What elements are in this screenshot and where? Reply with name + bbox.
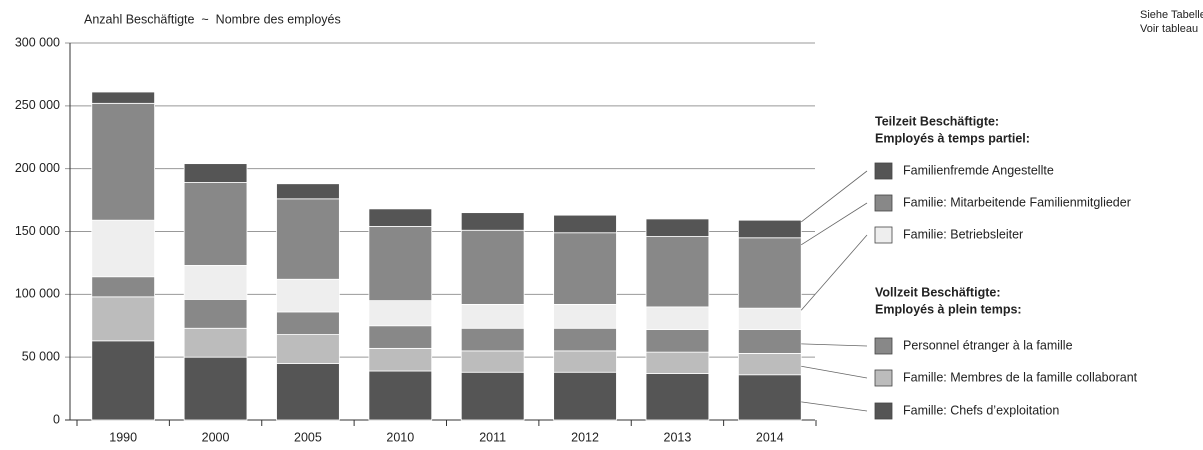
bar-segment (276, 311, 340, 335)
y-tick-label: 100 000 (15, 287, 60, 301)
y-tick-label: 50 000 (22, 349, 60, 363)
bar-segment (645, 236, 710, 308)
bar-segment (368, 325, 433, 349)
bar-segment (738, 219, 802, 239)
y-tick-label: 0 (53, 412, 60, 426)
legend-label: Familie: Mitarbeitende Familienmitgliede… (903, 195, 1131, 209)
leader-line (801, 365, 868, 379)
bar-segment (368, 300, 433, 327)
bar-segment (738, 329, 802, 354)
bar-segment (460, 327, 525, 352)
legend-label: Famille: Membres de la famille collabora… (903, 370, 1138, 384)
bar-segment (276, 334, 340, 364)
bar-segment (738, 374, 802, 421)
legend-swatch (874, 226, 893, 244)
bar-segment (645, 329, 710, 353)
legend-heading: Vollzeit Beschäftigte: (875, 285, 1000, 299)
leader-line (800, 170, 868, 223)
bar-segment (738, 352, 802, 376)
bar-segment (368, 208, 433, 227)
bar-segment (645, 306, 710, 330)
bar-segment (183, 163, 248, 183)
bar-segment (460, 303, 525, 329)
bar-segment (460, 350, 525, 373)
bar-segment (91, 219, 155, 278)
bar-segment (738, 307, 802, 330)
bar-segment (645, 373, 710, 421)
x-tick-label: 2013 (664, 430, 692, 444)
leader-line (801, 343, 868, 347)
bar-segment (183, 265, 248, 300)
bar-segment (91, 102, 155, 221)
legend-label: Familienfremde Angestellte (903, 163, 1054, 177)
note: Voir tableau (1140, 23, 1198, 35)
y-tick-label: 200 000 (15, 161, 60, 175)
y-axis-label: Anzahl Beschäftigte ~ Nombre des employé… (84, 12, 341, 26)
legend-label: Famille: Chefs d’exploitation (903, 403, 1059, 417)
x-tick-label: 2014 (756, 430, 784, 444)
bar-segment (91, 276, 155, 298)
bar-segment (645, 218, 710, 237)
bar-segment (553, 214, 617, 234)
x-tick-label: 2010 (386, 430, 414, 444)
bar-segment (91, 91, 155, 104)
bar-segment (460, 229, 525, 305)
bar-segment (276, 278, 340, 313)
bar-segment (645, 351, 710, 374)
bar-segment (276, 363, 340, 421)
bar-segment (368, 226, 433, 302)
bar-segment (460, 212, 525, 231)
bar-segment (368, 370, 433, 421)
bar-segment (553, 232, 617, 305)
bar-segment (183, 182, 248, 266)
bar-segment (553, 303, 617, 329)
bar-segment (276, 198, 340, 280)
leader-line (801, 401, 868, 412)
y-tick-label: 250 000 (15, 98, 60, 112)
legend-label: Personnel étranger à la famille (903, 338, 1073, 352)
x-tick-label: 2012 (571, 430, 599, 444)
y-tick-label: 150 000 (15, 224, 60, 238)
bar-segment (368, 347, 433, 372)
x-tick-label: 1990 (109, 430, 137, 444)
legend-label: Familie: Betriebsleiter (903, 227, 1023, 241)
bar-segment (276, 183, 340, 200)
bar-segment (553, 350, 617, 373)
bar-segment (553, 327, 617, 352)
bar-segment (91, 340, 155, 421)
legend-heading: Teilzeit Beschäftigte: (875, 114, 999, 128)
bar-segment (183, 356, 248, 421)
note: Siehe Tabelle (1140, 9, 1203, 21)
legend-swatch (874, 194, 893, 212)
legend-swatch (874, 337, 893, 355)
bar-segment (183, 327, 248, 358)
legend-heading: Employés à plein temps: (875, 302, 1022, 316)
legend-swatch (874, 162, 893, 180)
bar-segment (183, 298, 248, 329)
x-tick-label: 2000 (202, 430, 230, 444)
bar-segment (91, 296, 155, 342)
bar-segment (738, 237, 802, 309)
x-tick-label: 2005 (294, 430, 322, 444)
legend-heading: Employés à temps partiel: (875, 131, 1030, 145)
leader-line (801, 202, 868, 246)
legend-swatch (874, 369, 893, 387)
leader-line (800, 234, 868, 311)
legend-swatch (874, 402, 893, 420)
y-tick-label: 300 000 (15, 35, 60, 49)
bar-segment (460, 371, 525, 421)
bar-segment (553, 371, 617, 421)
x-tick-label: 2011 (479, 430, 506, 444)
